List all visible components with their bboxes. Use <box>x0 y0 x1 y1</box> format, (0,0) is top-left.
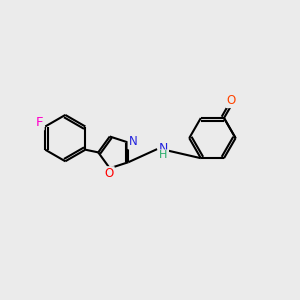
Text: O: O <box>226 94 236 107</box>
Text: N: N <box>159 142 168 155</box>
Text: F: F <box>36 116 44 130</box>
Text: H: H <box>159 150 168 160</box>
Text: O: O <box>105 167 114 180</box>
Text: N: N <box>128 136 137 148</box>
